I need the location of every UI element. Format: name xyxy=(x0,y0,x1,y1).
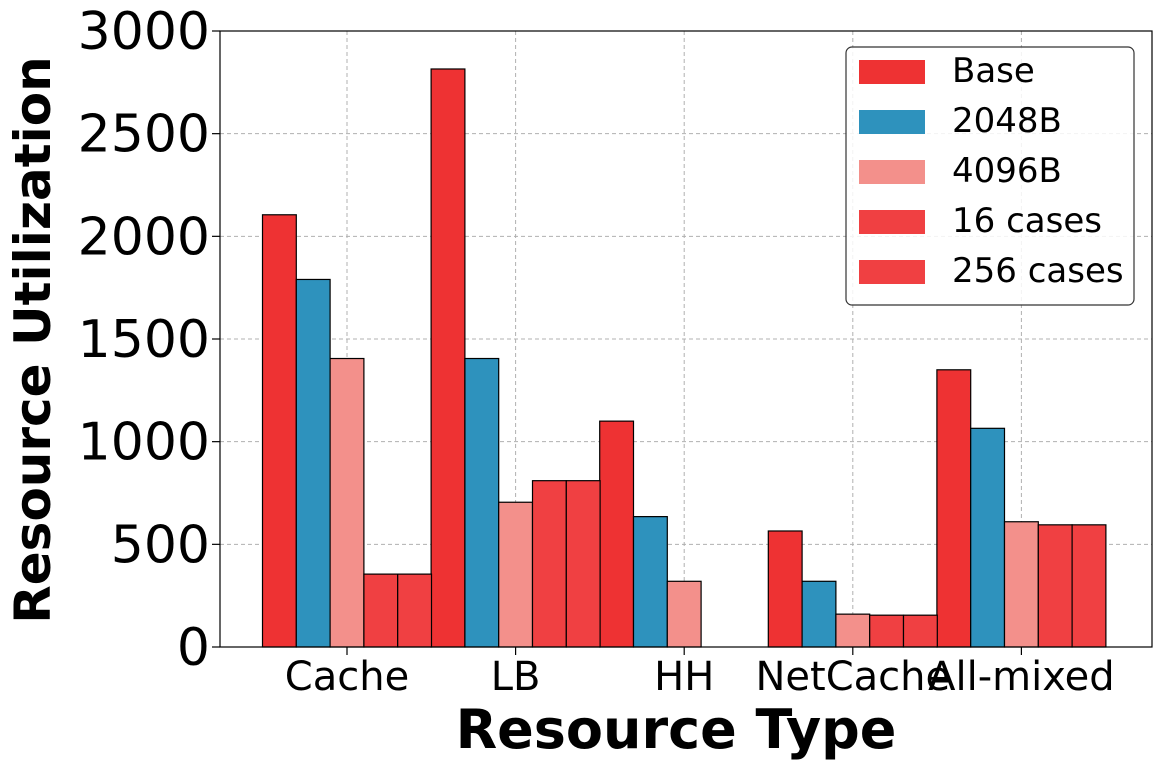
y-axis-label: Resource Utilization xyxy=(4,56,62,623)
bar xyxy=(970,427,1006,648)
bar xyxy=(936,369,972,648)
bar xyxy=(531,480,567,648)
y-tick-label: 0 xyxy=(177,618,210,678)
bar xyxy=(464,357,500,648)
legend-label: 256 cases xyxy=(952,251,1124,291)
bar xyxy=(498,501,534,648)
bar xyxy=(1071,524,1107,648)
bar xyxy=(801,580,837,648)
y-tick-label: 2500 xyxy=(78,105,210,165)
bar xyxy=(632,516,668,648)
bar xyxy=(1037,524,1073,648)
bar xyxy=(295,278,331,648)
bar xyxy=(1003,521,1039,648)
bar xyxy=(329,357,365,648)
bar xyxy=(666,580,702,648)
bar xyxy=(835,613,871,648)
legend: Base 2048B 4096B 16 cases 256 cases xyxy=(845,46,1135,306)
bar xyxy=(565,480,601,648)
legend-label: 4096B xyxy=(952,151,1062,191)
legend-swatch xyxy=(859,60,925,84)
y-axis-ticks: 0 500 1000 1500 2000 2500 3000 xyxy=(78,2,220,678)
bar xyxy=(902,614,938,648)
x-axis-label: Resource Type xyxy=(456,698,897,761)
bar xyxy=(767,530,803,648)
x-tick-label: LB xyxy=(491,654,541,700)
legend-swatch xyxy=(859,160,925,184)
legend-swatch xyxy=(859,260,925,284)
y-tick-label: 1500 xyxy=(78,310,210,370)
legend-swatch xyxy=(859,210,925,234)
bars xyxy=(261,68,1107,648)
legend-swatch xyxy=(859,110,925,134)
legend-label: 16 cases xyxy=(952,201,1102,241)
y-tick-label: 500 xyxy=(111,515,210,575)
y-tick-label: 1000 xyxy=(78,413,210,473)
legend-label: Base xyxy=(952,51,1035,91)
bar xyxy=(261,214,297,648)
x-tick-label: Cache xyxy=(285,654,409,700)
bar xyxy=(599,420,635,648)
bar xyxy=(363,573,399,648)
legend-label: 2048B xyxy=(952,101,1062,141)
bar xyxy=(869,614,905,648)
bar xyxy=(430,68,466,648)
x-tick-label: HH xyxy=(654,654,714,700)
bar xyxy=(397,573,433,648)
y-tick-label: 2000 xyxy=(78,207,210,267)
x-tick-label: All-mixed xyxy=(928,654,1115,700)
x-tick-label: NetCache xyxy=(755,654,950,700)
y-tick-label: 3000 xyxy=(78,2,210,62)
